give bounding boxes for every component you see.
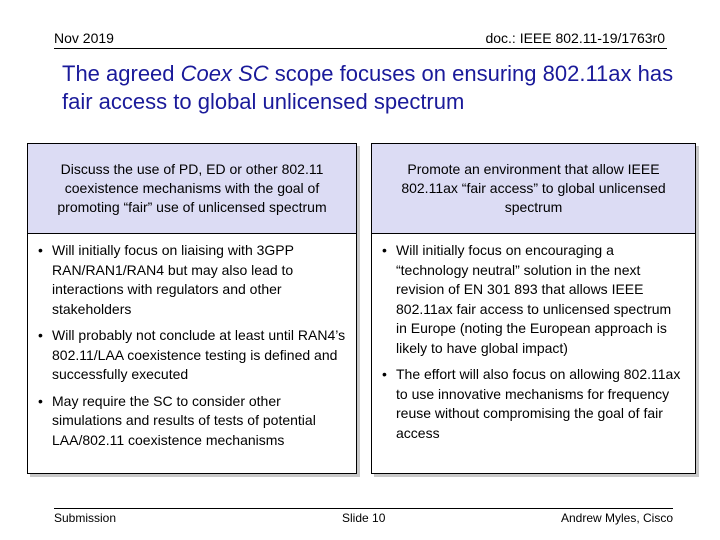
bullet-text: Will probably not conclude at least unti… [52, 327, 345, 382]
right-box-heading: Promote an environment that allow IEEE 8… [372, 144, 695, 234]
footer-slide-number: Slide 10 [342, 511, 385, 525]
footer-submission: Submission [54, 511, 116, 525]
right-scope-box: Promote an environment that allow IEEE 8… [371, 143, 696, 474]
bullet-text: Will initially focus on liaising with 3G… [52, 242, 294, 317]
bullet-dot: • [382, 365, 387, 385]
bullet-text: The effort will also focus on allowing 8… [396, 366, 680, 441]
left-box-heading: Discuss the use of PD, ED or other 802.1… [28, 144, 356, 234]
right-bullet-item: • Will initially focus on encouraging a “… [382, 241, 685, 358]
slide-title: The agreed Coex SC scope focuses on ensu… [62, 60, 702, 116]
right-bullet-item: • The effort will also focus on allowing … [382, 365, 685, 443]
bullet-dot: • [382, 241, 387, 261]
bullet-dot: • [38, 392, 43, 412]
left-scope-box: Discuss the use of PD, ED or other 802.1… [27, 143, 357, 474]
left-bullet-item: • Will initially focus on liaising with 3… [38, 241, 346, 319]
header-date: Nov 2019 [54, 30, 114, 46]
header-doc-id: doc.: IEEE 802.11-19/1763r0 [485, 30, 665, 46]
bullet-dot: • [38, 326, 43, 346]
title-part-1: The agreed [62, 61, 181, 86]
bullet-dot: • [38, 241, 43, 261]
left-bullet-item: • Will probably not conclude at least unt… [38, 326, 346, 385]
left-bullet-list: • Will initially focus on liaising with 3… [28, 234, 356, 450]
footer-rule [54, 508, 673, 509]
title-part-2-italic: Coex SC [181, 61, 269, 86]
bullet-text: May require the SC to consider other sim… [52, 393, 316, 448]
right-bullet-list: • Will initially focus on encouraging a “… [372, 234, 695, 443]
left-box-body: • Will initially focus on liaising with 3… [28, 234, 356, 450]
footer-author: Andrew Myles, Cisco [561, 511, 673, 525]
header-rule [54, 48, 667, 49]
left-bullet-item: • May require the SC to consider other si… [38, 392, 346, 451]
bullet-text: Will initially focus on encouraging a “t… [396, 242, 671, 356]
right-box-body: • Will initially focus on encouraging a “… [372, 234, 695, 443]
